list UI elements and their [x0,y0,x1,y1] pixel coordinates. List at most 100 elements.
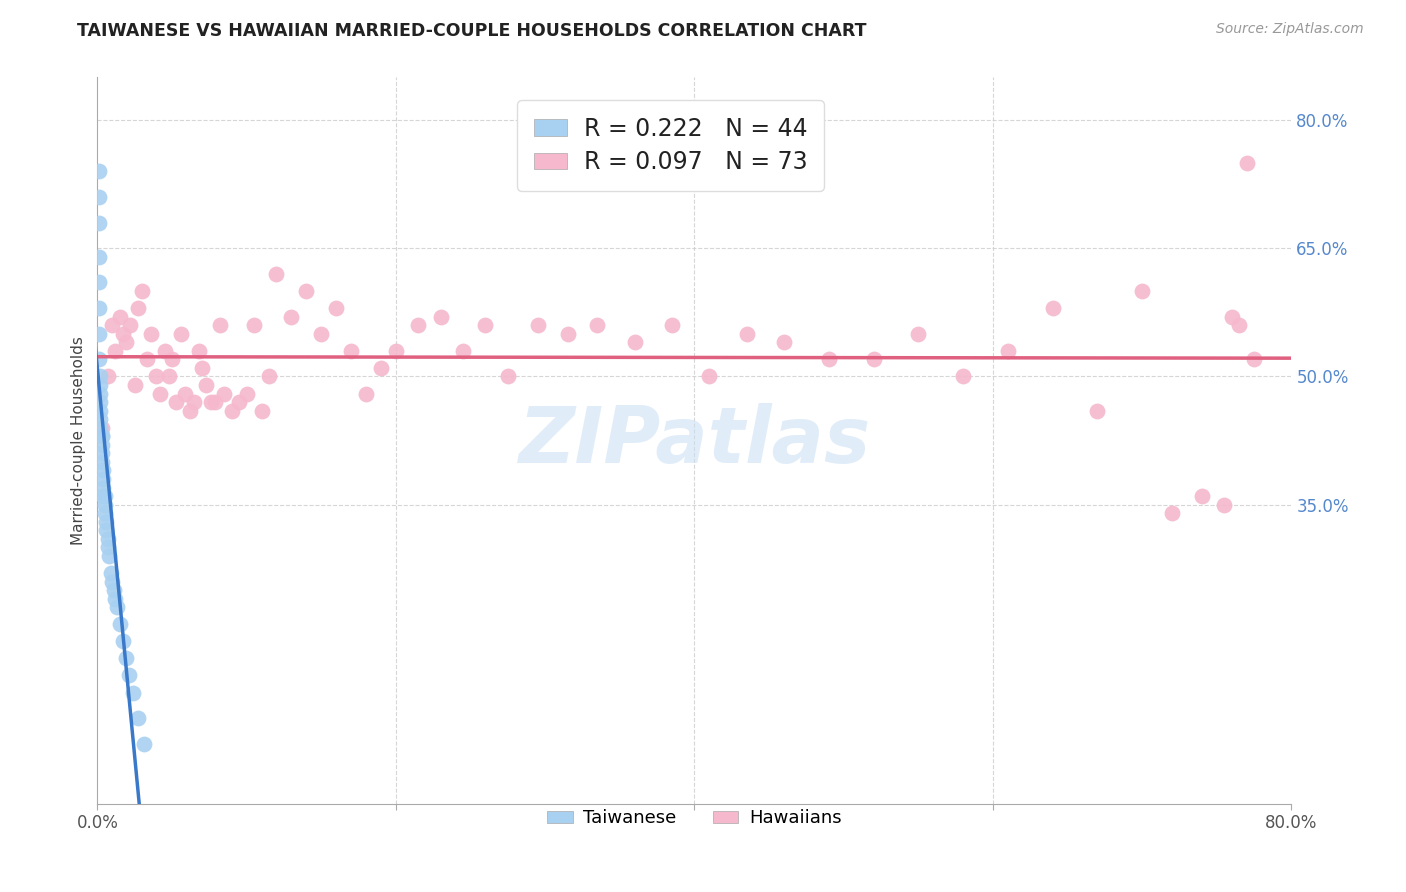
Point [97,369,120,384]
Point [91,481,114,495]
Point [557,326,579,341]
Point [122,685,145,699]
Point [191,360,214,375]
Y-axis label: Married-couple Households: Married-couple Households [72,336,86,545]
Point [96,515,118,529]
Point [135,352,157,367]
Point [235,386,257,401]
Point [257,369,280,384]
Point [997,343,1019,358]
Point [496,369,519,384]
Point [94,489,117,503]
Point [87,216,110,230]
Point [111,634,134,648]
Point [91,489,114,503]
Point [1213,498,1236,512]
Point [124,378,146,392]
Point [699,369,721,384]
Point [406,318,429,333]
Point [108,617,131,632]
Point [108,310,131,324]
Point [1236,156,1258,170]
Point [170,326,193,341]
Point [127,711,149,725]
Point [127,301,149,315]
Point [200,395,222,409]
Point [429,310,451,324]
Point [90,429,112,443]
Point [526,318,548,333]
Point [149,386,172,401]
Point [735,326,758,341]
Point [354,386,377,401]
Point [243,318,266,333]
Point [89,386,111,401]
Point [131,284,153,298]
Point [295,284,318,298]
Point [101,318,124,333]
Point [179,403,201,417]
Point [139,326,162,341]
Point [1227,318,1250,333]
Legend: Taiwanese, Hawaiians: Taiwanese, Hawaiians [540,802,849,835]
Point [157,369,180,384]
Point [87,250,110,264]
Point [87,276,110,290]
Point [325,301,347,315]
Point [104,343,127,358]
Point [87,326,110,341]
Point [221,403,243,417]
Point [89,421,111,435]
Point [94,498,117,512]
Point [1191,489,1213,503]
Point [90,421,112,435]
Point [952,369,974,384]
Point [174,386,197,401]
Point [370,360,392,375]
Point [87,190,110,204]
Point [91,463,114,477]
Point [1161,506,1184,520]
Text: ZIPatlas: ZIPatlas [519,402,870,478]
Point [586,318,609,333]
Point [907,326,929,341]
Point [91,472,114,486]
Point [90,429,112,443]
Point [96,523,118,537]
Point [153,343,176,358]
Point [87,164,110,178]
Point [94,506,117,520]
Text: Source: ZipAtlas.com: Source: ZipAtlas.com [1216,22,1364,37]
Point [87,301,110,315]
Point [1220,310,1243,324]
Point [250,403,273,417]
Point [103,583,125,598]
Point [1243,352,1265,367]
Point [97,541,120,555]
Point [118,668,141,682]
Point [89,403,111,417]
Point [1042,301,1064,315]
Point [451,343,474,358]
Point [100,566,122,580]
Point [132,737,155,751]
Point [101,574,124,589]
Point [114,335,136,350]
Point [187,343,209,358]
Point [89,369,111,384]
Point [97,532,120,546]
Point [266,267,288,281]
Point [89,412,111,426]
Point [120,318,142,333]
Point [90,446,112,460]
Point [90,455,112,469]
Point [89,378,111,392]
Point [183,395,205,409]
Point [623,335,645,350]
Point [105,600,128,615]
Point [204,395,226,409]
Point [166,395,188,409]
Point [89,395,111,409]
Point [87,352,110,367]
Point [90,438,112,452]
